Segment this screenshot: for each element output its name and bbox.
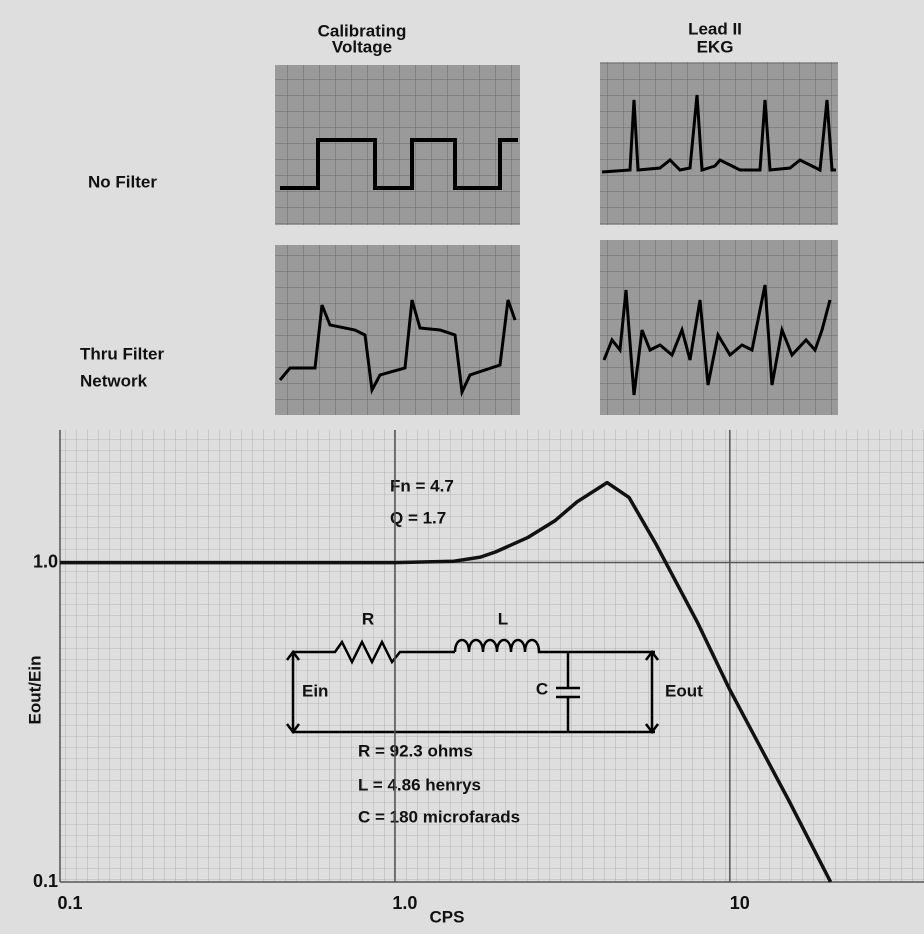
ekg-trace (601, 94, 836, 174)
annotation: Q = 1.7 (390, 508, 446, 527)
ein-arrow (286, 649, 300, 735)
annotation: Fn = 4.7 (390, 476, 454, 495)
row-label: Thru Filter (80, 344, 164, 363)
eout-arrow (645, 649, 659, 735)
inductor (453, 638, 655, 654)
square-wave (280, 138, 518, 190)
x-tick-label: 0.1 (57, 893, 82, 913)
filtered-ekg (602, 284, 832, 396)
scope-panel (275, 65, 520, 225)
x-tick-label: 1.0 (392, 893, 417, 913)
circuit-label: R (362, 609, 374, 628)
scope-panel (600, 62, 838, 225)
circuit-value: L = 4.86 henrys (358, 775, 481, 794)
y-tick-label: 0.1 (33, 871, 58, 891)
graph-paper (60, 430, 924, 882)
filtered-square (278, 299, 517, 398)
capacitor (293, 652, 655, 734)
column-header: EKG (697, 37, 734, 56)
scope-panel (275, 245, 520, 415)
circuit-label: Eout (665, 681, 703, 700)
circuit (286, 638, 659, 735)
x-tick-label: 10 (730, 893, 750, 913)
response-curve (60, 480, 833, 883)
y-tick-label: 1.0 (33, 551, 58, 571)
row-label: No Filter (88, 172, 157, 191)
row-label: Network (80, 371, 148, 390)
resistor (293, 639, 455, 665)
circuit-label: C (536, 679, 548, 698)
x-axis-label: CPS (430, 907, 465, 926)
circuit-value: C = 180 microfarads (358, 807, 520, 826)
column-header: Lead II (688, 19, 742, 38)
column-header: Voltage (332, 37, 392, 56)
circuit-label: L (498, 609, 508, 628)
y-axis-label: Eout/Ein (25, 656, 44, 725)
circuit-label: Ein (302, 681, 328, 700)
circuit-value: R = 92.3 ohms (358, 741, 473, 760)
scope-panel (600, 240, 838, 415)
traces (278, 94, 836, 398)
column-header: Calibrating (318, 21, 407, 40)
